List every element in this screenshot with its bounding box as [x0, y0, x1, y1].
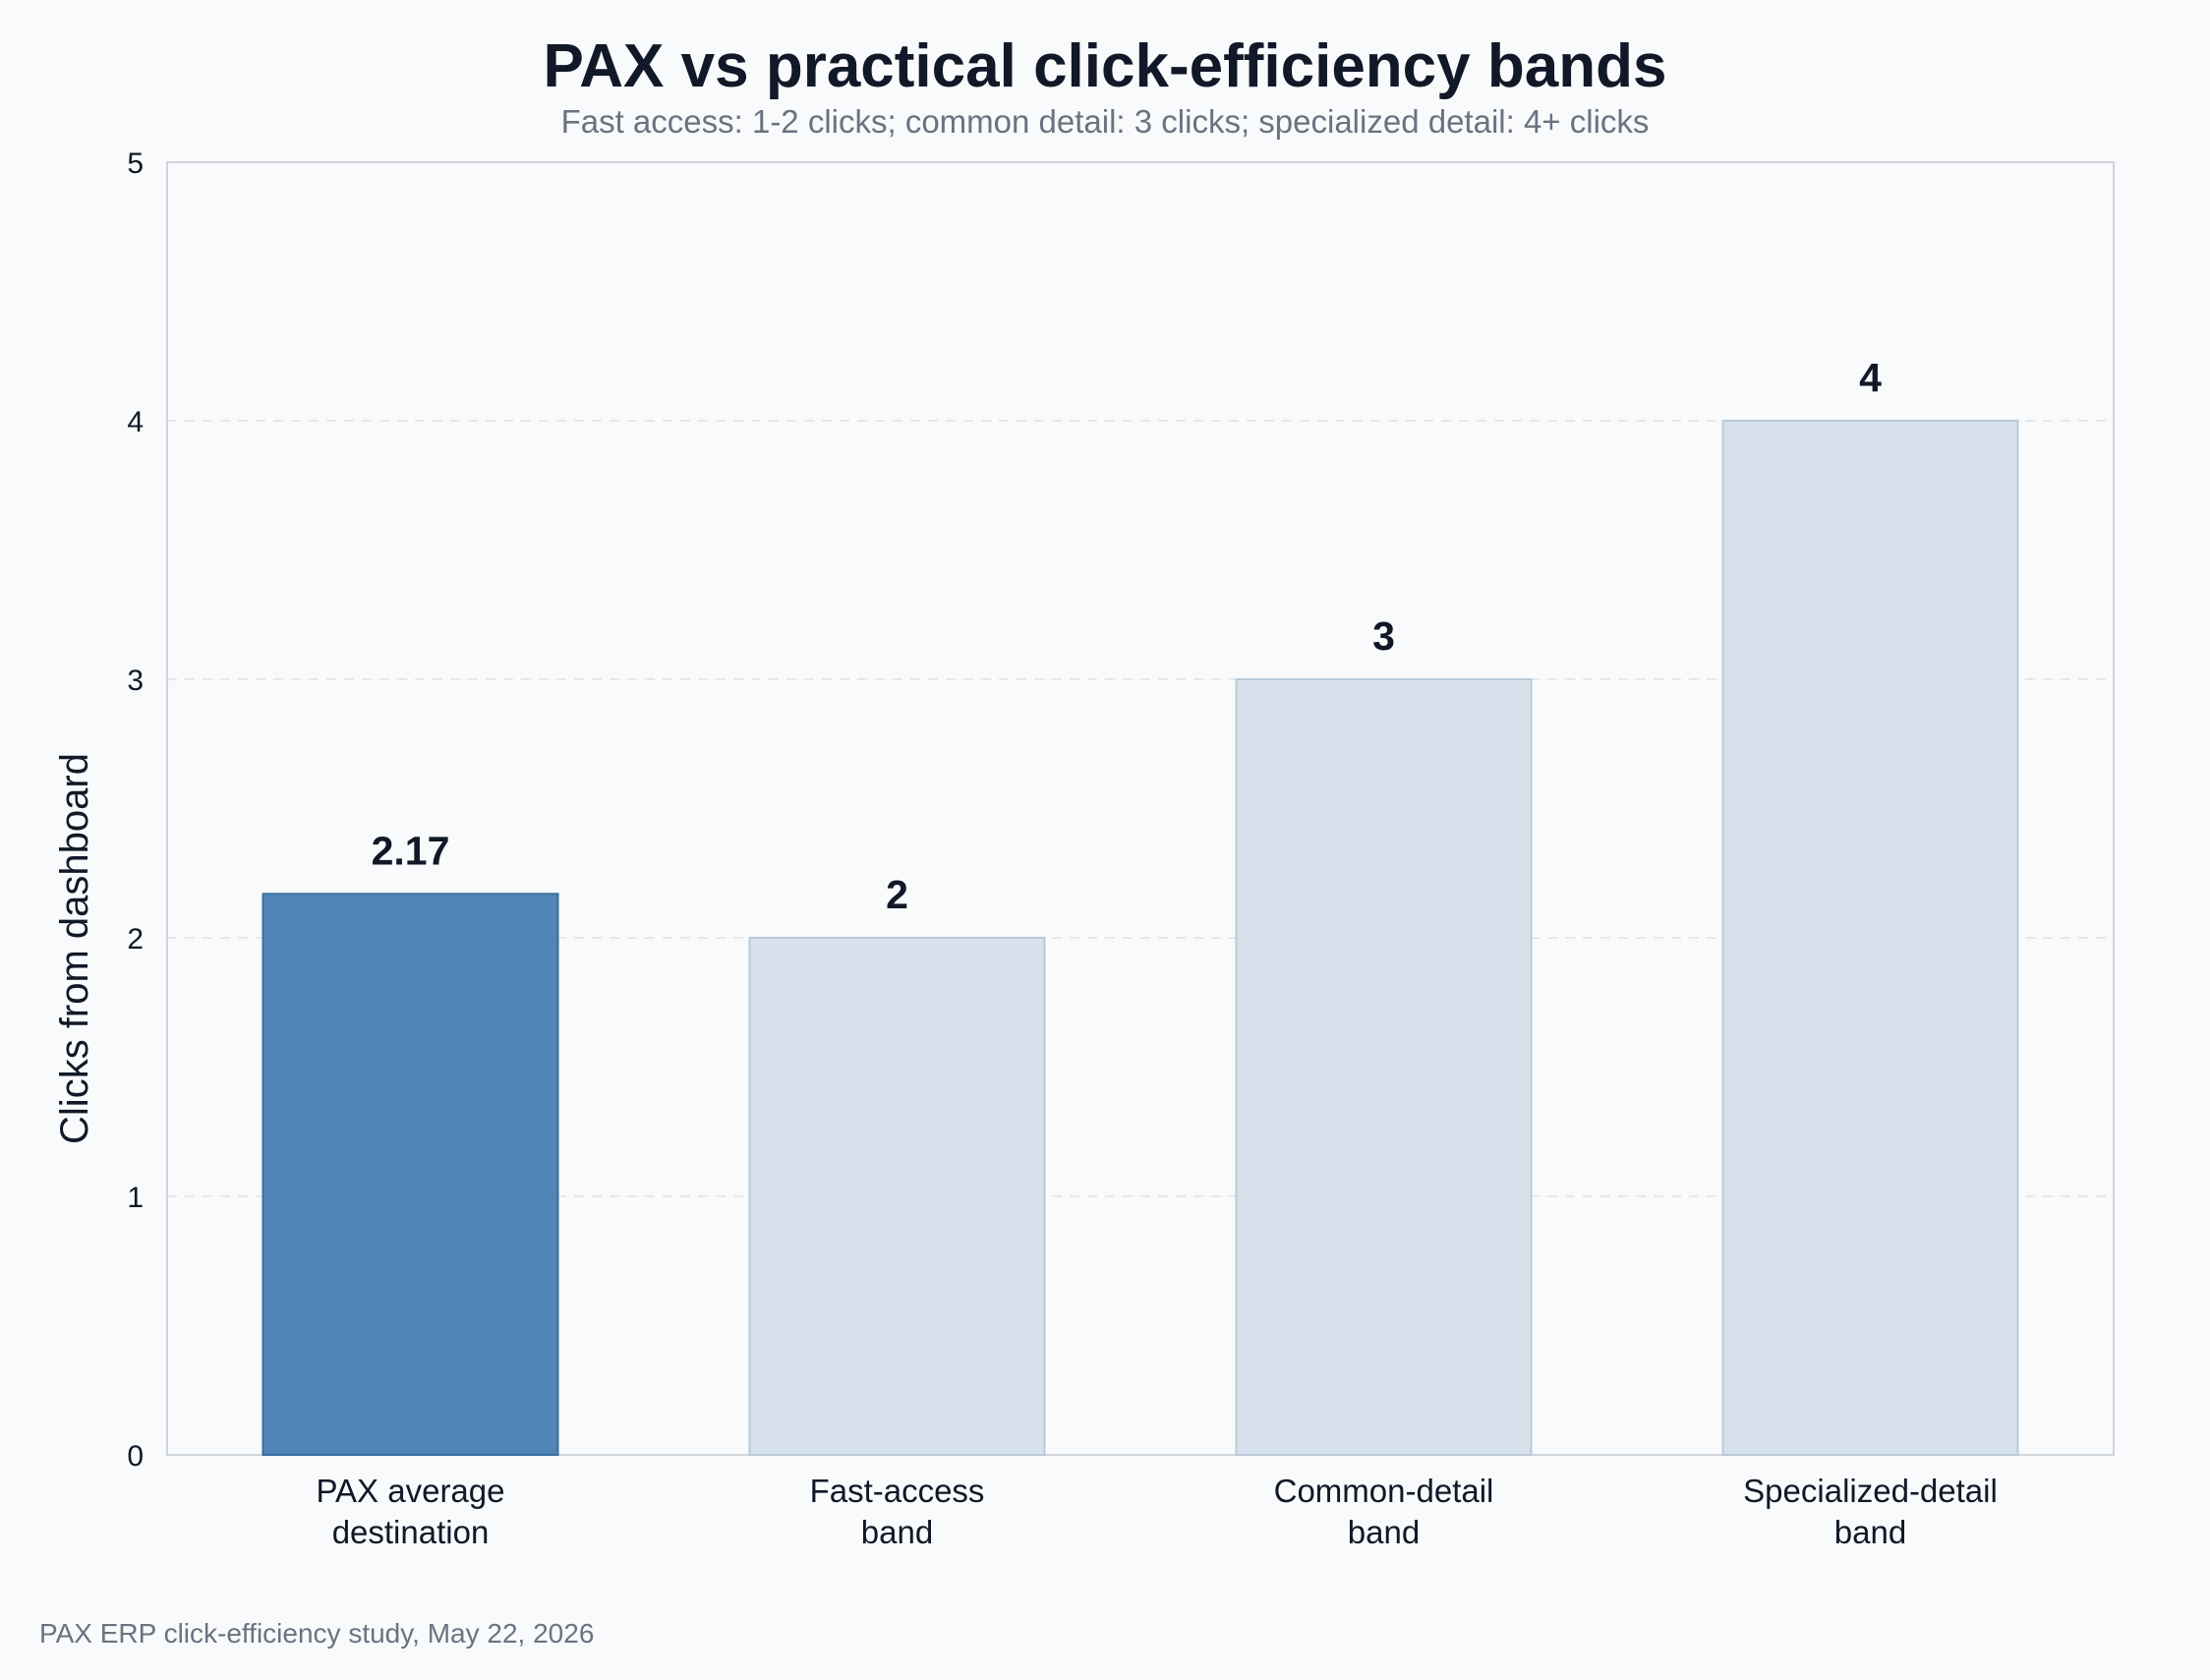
y-tick-labels: 0 1 2 3 4 5	[127, 147, 144, 1473]
y-tick-label: 0	[127, 1440, 144, 1473]
chart-title: PAX vs practical click-efficiency bands	[543, 32, 1667, 100]
y-tick-label: 4	[127, 406, 144, 438]
value-label: 2.17	[372, 828, 450, 873]
bar	[1235, 678, 1533, 1456]
y-tick-label: 1	[127, 1182, 144, 1214]
category-label-line: band	[1348, 1514, 1420, 1550]
bar	[748, 937, 1046, 1456]
plot-frame	[166, 161, 2115, 1456]
y-tick-label: 5	[127, 147, 144, 180]
category-label: Common-detail band	[1274, 1473, 1494, 1550]
category-label: Fast-access band	[810, 1473, 985, 1550]
category-label-line: Fast-access	[810, 1473, 985, 1509]
axes-layer	[166, 161, 2115, 1456]
value-label: 4	[1859, 355, 1882, 400]
category-label-line: Specialized-detail	[1743, 1473, 1998, 1509]
category-label-line: PAX average	[316, 1473, 504, 1509]
category-label: Specialized-detail band	[1743, 1473, 1998, 1550]
y-tick-label: 3	[127, 665, 144, 697]
category-label-line: destination	[332, 1514, 490, 1550]
category-label-line: Common-detail	[1274, 1473, 1494, 1509]
bars-layer	[262, 420, 2019, 1456]
bar	[262, 893, 559, 1456]
category-label: PAX average destination	[316, 1473, 504, 1550]
chart-subtitle: Fast access: 1-2 clicks; common detail: …	[560, 103, 1650, 140]
category-label-line: band	[1834, 1514, 1906, 1550]
value-label: 2	[886, 872, 908, 917]
bar	[1721, 420, 2019, 1456]
value-labels: 2.17 2 3 4	[372, 355, 1883, 917]
value-label: 3	[1372, 613, 1395, 659]
category-label-line: band	[861, 1514, 933, 1550]
source-footer: PAX ERP click-efficiency study, May 22, …	[39, 1618, 595, 1649]
y-tick-label: 2	[127, 923, 144, 956]
